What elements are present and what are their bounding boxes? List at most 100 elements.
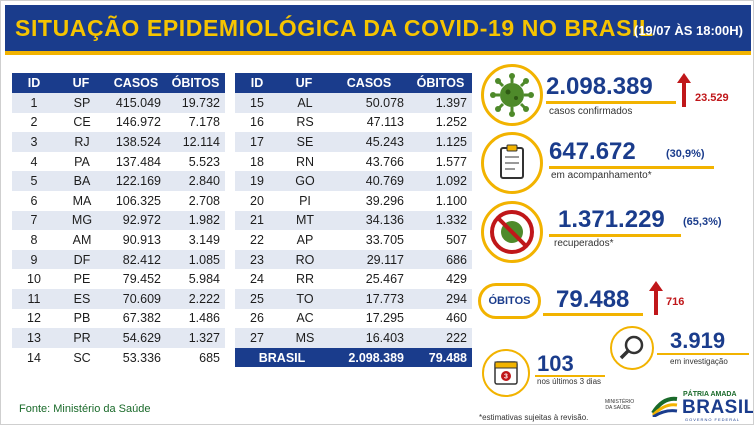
cell-id: 19 — [235, 171, 279, 191]
footnote: *estimativas sujeitas à revisão. — [479, 413, 589, 422]
cell-uf: RN — [279, 151, 329, 172]
cell-uf: SP — [56, 93, 106, 113]
cell-obitos: 1.252 — [409, 112, 472, 133]
cell-id: 27 — [235, 328, 279, 348]
total-row: BRASIL 2.098.389 79.488 — [235, 347, 472, 368]
table-row: 16 RS 47.113 1.252 — [235, 112, 472, 133]
calendar-circle: 3 — [482, 349, 530, 397]
cell-uf: BA — [56, 171, 106, 191]
gov-slogan: PÁTRIA AMADA — [683, 391, 737, 398]
virus-icon — [490, 73, 534, 117]
table-row: 26 AC 17.295 460 — [235, 308, 472, 329]
cell-id: 6 — [12, 190, 56, 211]
cell-id: 16 — [235, 112, 279, 133]
cell-casos: 53.336 — [106, 347, 166, 368]
total-obitos: 79.488 — [409, 347, 472, 368]
cell-id: 12 — [12, 308, 56, 329]
cell-uf: SC — [56, 347, 106, 368]
cell-casos: 79.452 — [106, 269, 166, 289]
cell-obitos: 429 — [409, 269, 472, 289]
total-label: BRASIL — [235, 347, 329, 368]
cell-uf: MG — [56, 210, 106, 231]
cell-id: 3 — [12, 132, 56, 152]
investigation-circle — [610, 326, 654, 370]
cell-uf: DF — [56, 249, 106, 270]
cell-obitos: 2.708 — [166, 190, 225, 211]
clipboard-icon — [500, 144, 524, 179]
cell-casos: 40.769 — [329, 171, 409, 191]
deaths-delta: 716 — [666, 296, 685, 308]
cell-uf: PB — [56, 308, 106, 329]
table-row: 20 PI 39.296 1.100 — [235, 190, 472, 211]
arrow-up-icon — [677, 73, 691, 107]
table-row: 9 DF 82.412 1.085 — [12, 249, 225, 270]
recent-value: 103 — [537, 351, 574, 376]
source-note: Fonte: Ministério da Saúde — [19, 403, 151, 415]
ministry-logo: MINISTÉRIO DA SAÚDE — [605, 399, 635, 411]
recent-label: nos últimos 3 dias — [537, 377, 602, 386]
cell-obitos: 1.100 — [409, 190, 472, 211]
cell-obitos: 19.732 — [166, 93, 225, 113]
table-row: 4 PA 137.484 5.523 — [12, 151, 225, 172]
cell-obitos: 2.222 — [166, 288, 225, 309]
cell-obitos: 1.486 — [166, 308, 225, 329]
cell-obitos: 1.577 — [409, 151, 472, 172]
cell-id: 17 — [235, 132, 279, 152]
cell-uf: PI — [279, 190, 329, 211]
cell-casos: 34.136 — [329, 210, 409, 231]
cell-obitos: 1.327 — [166, 328, 225, 348]
recovered-value: 1.371.229 — [558, 206, 665, 233]
monitoring-pct: (30,9%) — [666, 148, 705, 160]
cell-casos: 17.773 — [329, 288, 409, 309]
cell-uf: AC — [279, 308, 329, 329]
column-header-id: ID — [12, 73, 56, 93]
cell-uf: MT — [279, 210, 329, 231]
virus-circle — [481, 64, 543, 126]
cell-obitos: 1.125 — [409, 132, 472, 152]
cell-id: 24 — [235, 269, 279, 289]
cell-uf: SE — [279, 132, 329, 152]
cell-id: 20 — [235, 190, 279, 211]
arrow-up-icon — [649, 281, 663, 315]
underline — [535, 375, 605, 377]
calendar-day: 3 — [504, 374, 508, 381]
cell-id: 18 — [235, 151, 279, 172]
cell-casos: 54.629 — [106, 328, 166, 348]
cell-id: 15 — [235, 93, 279, 113]
cell-casos: 67.382 — [106, 308, 166, 329]
header-banner: SITUAÇÃO EPIDEMIOLÓGICA DA COVID-19 NO B… — [5, 5, 751, 55]
cell-uf: PE — [56, 269, 106, 289]
cell-id: 11 — [12, 288, 56, 309]
cell-id: 9 — [12, 249, 56, 270]
cell-id: 21 — [235, 210, 279, 231]
cell-uf: AL — [279, 93, 329, 113]
cell-obitos: 1.092 — [409, 171, 472, 191]
table-row: 27 MS 16.403 222 — [235, 328, 472, 348]
cell-uf: RO — [279, 249, 329, 270]
table-row: 6 MA 106.325 2.708 — [12, 190, 225, 211]
cell-casos: 138.524 — [106, 132, 166, 152]
table-row: 7 MG 92.972 1.982 — [12, 210, 225, 231]
cell-casos: 47.113 — [329, 112, 409, 133]
page-title: SITUAÇÃO EPIDEMIOLÓGICA DA COVID-19 NO B… — [15, 15, 654, 41]
recovered-pct: (65,3%) — [683, 216, 722, 228]
column-header-uf: UF — [56, 73, 106, 93]
cell-casos: 122.169 — [106, 171, 166, 191]
table-row: 1 SP 415.049 19.732 — [12, 93, 225, 113]
cell-obitos: 686 — [409, 249, 472, 270]
cell-obitos: 222 — [409, 328, 472, 348]
cell-id: 22 — [235, 230, 279, 250]
states-table-left: ID UF CASOS ÓBITOS 1 SP 415.049 19.732 2 CE 14… — [12, 73, 225, 368]
cell-id: 4 — [12, 151, 56, 172]
cell-obitos: 685 — [166, 347, 225, 368]
cell-casos: 25.467 — [329, 269, 409, 289]
cell-uf: TO — [279, 288, 329, 309]
cell-obitos: 3.149 — [166, 230, 225, 250]
monitoring-value: 647.672 — [549, 138, 636, 165]
cell-casos: 415.049 — [106, 93, 166, 113]
cell-id: 14 — [12, 347, 56, 368]
cell-id: 26 — [235, 308, 279, 329]
cell-casos: 92.972 — [106, 210, 166, 231]
table-row: 5 BA 122.169 2.840 — [12, 171, 225, 191]
